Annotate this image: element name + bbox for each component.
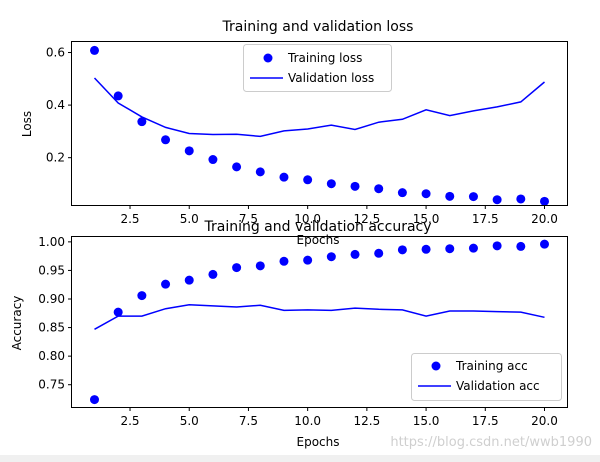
loss-y-tick-label: 0.4 bbox=[46, 98, 65, 112]
watermark-text: https://blog.csdn.net/wwb1990 bbox=[390, 435, 592, 450]
training-loss-point bbox=[492, 195, 502, 205]
accuracy-x-tick-label: 10.0 bbox=[294, 414, 321, 428]
training-loss-point bbox=[208, 155, 218, 165]
loss-axes-frame bbox=[71, 41, 568, 206]
accuracy-chart-title: Training and validation accuracy bbox=[203, 219, 431, 235]
accuracy-x-tick-label: 17.5 bbox=[472, 414, 499, 428]
training-acc-point bbox=[161, 279, 171, 289]
accuracy-x-tick-label: 15.0 bbox=[413, 414, 440, 428]
training-acc-point bbox=[208, 269, 218, 279]
training-acc-point bbox=[374, 248, 384, 258]
validation-loss-line bbox=[93, 77, 545, 138]
loss-ticks: 2.5 5.0 7.5 10.0 12.5 15.0 17.5 20.0 0.2 0.4 0.6 bbox=[46, 46, 558, 226]
training-loss-point bbox=[326, 179, 336, 189]
training-acc-point bbox=[137, 291, 147, 301]
accuracy-x-tick-label: 7.5 bbox=[239, 414, 258, 428]
bottom-strip bbox=[0, 455, 600, 462]
loss-x-tick-label: 12.5 bbox=[354, 212, 381, 226]
loss-x-tick-label: 10.0 bbox=[294, 212, 321, 226]
accuracy-x-tick-label: 12.5 bbox=[354, 414, 381, 428]
loss-x-axis-label: Epochs bbox=[297, 233, 340, 247]
loss-x-tick-label: 2.5 bbox=[120, 212, 139, 226]
training-loss-point bbox=[540, 196, 549, 206]
accuracy-axes-frame bbox=[71, 236, 568, 408]
accuracy-legend-training-label: Training acc bbox=[455, 359, 528, 373]
training-acc-point bbox=[421, 244, 431, 254]
training-acc-point bbox=[90, 395, 99, 405]
training-loss-point bbox=[468, 192, 478, 202]
accuracy-y-axis-label: Accuracy bbox=[10, 296, 24, 351]
training-loss-point bbox=[184, 146, 194, 156]
loss-legend-training-marker bbox=[263, 53, 273, 63]
accuracy-x-tick-label: 2.5 bbox=[120, 414, 139, 428]
loss-y-axis-label: Loss bbox=[20, 111, 34, 137]
training-loss-point bbox=[137, 117, 147, 127]
training-acc-point bbox=[492, 241, 502, 251]
accuracy-legend: Training acc Validation acc bbox=[411, 353, 562, 401]
accuracy-legend-box bbox=[411, 353, 562, 401]
accuracy-legend-validation-label: Validation acc bbox=[456, 379, 540, 393]
accuracy-y-tick-label: 1.00 bbox=[38, 235, 65, 249]
loss-chart-title: Training and validation loss bbox=[222, 19, 414, 35]
accuracy-ticks: 2.5 5.0 7.5 10.0 12.5 15.0 17.5 20.0 0.75 0.80 0.8… bbox=[38, 235, 558, 428]
training-loss-point bbox=[303, 175, 313, 185]
training-acc-point bbox=[540, 239, 549, 249]
training-loss-point bbox=[90, 45, 99, 55]
training-acc-point bbox=[255, 261, 265, 271]
training-loss-point bbox=[350, 181, 360, 191]
loss-legend-validation-label: Validation loss bbox=[288, 71, 374, 85]
accuracy-y-tick-label: 0.85 bbox=[38, 321, 65, 335]
training-loss-point bbox=[113, 91, 123, 101]
accuracy-y-tick-label: 0.95 bbox=[38, 263, 65, 277]
loss-legend-training-label: Training loss bbox=[287, 51, 362, 65]
training-loss-point bbox=[161, 135, 171, 145]
accuracy-subplot: Training and validation accuracy Accurac… bbox=[10, 219, 568, 449]
training-acc-point bbox=[232, 263, 242, 273]
loss-subplot: Training and validation loss Loss Epochs… bbox=[20, 19, 568, 247]
loss-legend-box bbox=[243, 44, 392, 92]
accuracy-legend-training-marker bbox=[431, 361, 441, 371]
loss-x-tick-label: 15.0 bbox=[413, 212, 440, 226]
training-loss-point bbox=[232, 162, 242, 172]
loss-x-tick-label: 5.0 bbox=[180, 212, 199, 226]
training-acc-point bbox=[279, 256, 289, 266]
validation-acc-line bbox=[94, 303, 545, 330]
accuracy-x-tick-label: 20.0 bbox=[531, 414, 558, 428]
accuracy-y-tick-label: 0.75 bbox=[38, 378, 65, 392]
training-acc-point bbox=[350, 249, 360, 259]
loss-legend: Training loss Validation loss bbox=[243, 44, 392, 92]
accuracy-marks bbox=[90, 239, 549, 405]
training-acc-point bbox=[113, 307, 123, 317]
accuracy-y-tick-label: 0.80 bbox=[38, 349, 65, 363]
training-acc-point bbox=[445, 244, 455, 254]
accuracy-y-tick-label: 0.90 bbox=[38, 292, 65, 306]
training-loss-point bbox=[516, 194, 526, 204]
accuracy-x-tick-label: 5.0 bbox=[180, 414, 199, 428]
training-acc-point bbox=[516, 241, 526, 251]
training-acc-point bbox=[303, 255, 313, 265]
training-acc-point bbox=[468, 243, 478, 253]
training-loss-point bbox=[421, 189, 431, 199]
loss-x-tick-label: 7.5 bbox=[239, 212, 258, 226]
training-loss-point bbox=[397, 188, 407, 198]
training-loss-point bbox=[374, 184, 384, 194]
training-acc-point bbox=[397, 245, 407, 255]
loss-y-tick-label: 0.6 bbox=[46, 46, 65, 60]
loss-x-tick-label: 17.5 bbox=[472, 212, 499, 226]
training-acc-point bbox=[184, 275, 194, 285]
training-loss-point bbox=[255, 167, 265, 177]
loss-marks bbox=[90, 45, 549, 206]
loss-x-tick-label: 20.0 bbox=[531, 212, 558, 226]
loss-y-tick-label: 0.2 bbox=[46, 151, 65, 165]
training-loss-point bbox=[445, 191, 455, 201]
accuracy-x-axis-label: Epochs bbox=[297, 435, 340, 449]
training-loss-point bbox=[279, 172, 289, 182]
training-acc-point bbox=[326, 252, 336, 262]
